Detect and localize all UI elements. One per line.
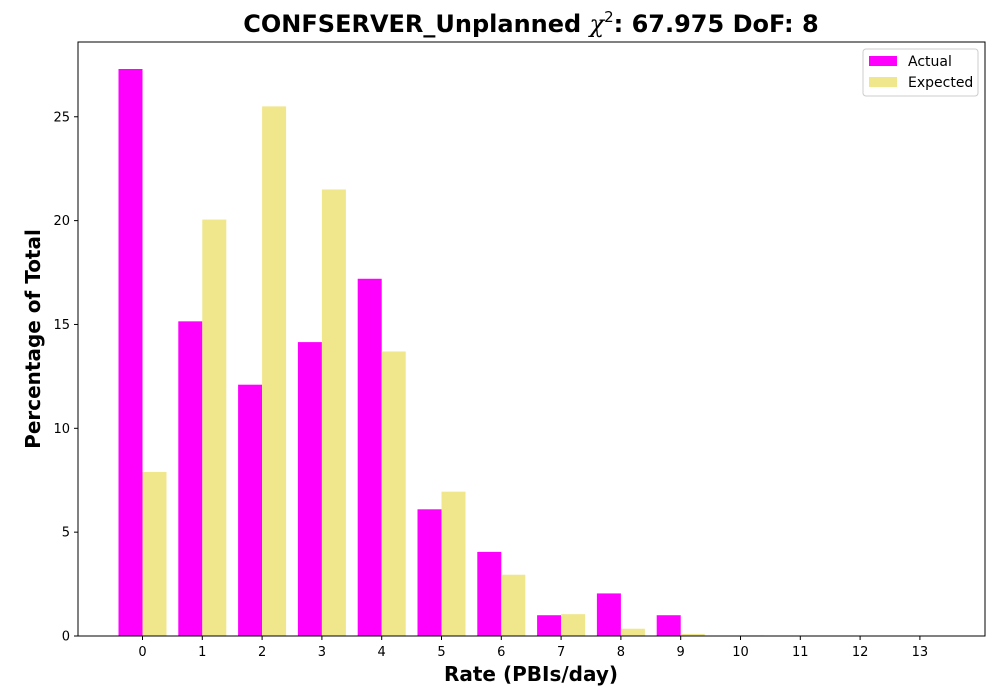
bar-actual-4 bbox=[357, 278, 382, 636]
legend: Actual Expected bbox=[862, 48, 979, 97]
y-axis-label: Percentage of Total bbox=[21, 229, 45, 449]
title-prefix: CONFSERVER_Unplanned bbox=[243, 10, 589, 38]
x-tick-label: 4 bbox=[378, 645, 386, 660]
x-tick-label: 11 bbox=[792, 645, 809, 660]
legend-label-actual: Actual bbox=[908, 54, 952, 70]
bars-layer bbox=[118, 69, 765, 637]
chart-title: CONFSERVER_Unplanned χ2: 67.975 DoF: 8 bbox=[243, 8, 818, 38]
y-tick-label: 20 bbox=[53, 214, 70, 229]
y-tick-label: 15 bbox=[53, 318, 70, 333]
y-tick-label: 0 bbox=[62, 630, 70, 645]
bar-expected-0 bbox=[142, 471, 167, 636]
bar-actual-9 bbox=[656, 615, 681, 636]
x-tick-label: 7 bbox=[557, 645, 565, 660]
x-tick-label: 3 bbox=[318, 645, 326, 660]
y-tick-label: 10 bbox=[53, 422, 70, 437]
x-axis-label: Rate (PBIs/day) bbox=[444, 662, 618, 686]
legend-swatch-expected bbox=[869, 77, 897, 87]
y-axis-ticks: 0 5 10 15 20 25 bbox=[53, 110, 78, 645]
x-axis-ticks: 0 1 2 3 4 5 6 7 8 9 10 11 12 13 bbox=[138, 636, 928, 660]
bar-expected-8 bbox=[620, 628, 645, 636]
x-tick-label: 6 bbox=[497, 645, 505, 660]
x-tick-label: 2 bbox=[258, 645, 266, 660]
legend-label-expected: Expected bbox=[908, 75, 973, 91]
bar-expected-2 bbox=[262, 106, 287, 636]
bar-actual-1 bbox=[178, 321, 203, 636]
bar-expected-4 bbox=[381, 351, 406, 636]
x-tick-label: 12 bbox=[852, 645, 869, 660]
title-suffix: : 67.975 DoF: 8 bbox=[614, 10, 819, 38]
bar-expected-6 bbox=[501, 574, 526, 636]
bar-expected-5 bbox=[441, 491, 466, 636]
y-tick-label: 5 bbox=[62, 526, 70, 541]
bar-expected-3 bbox=[321, 189, 346, 636]
bar-actual-8 bbox=[596, 593, 621, 636]
x-tick-label: 13 bbox=[912, 645, 929, 660]
x-tick-label: 10 bbox=[732, 645, 749, 660]
bar-actual-7 bbox=[537, 615, 562, 636]
bar-actual-5 bbox=[417, 509, 442, 636]
bar-actual-2 bbox=[238, 384, 263, 636]
y-tick-label: 25 bbox=[53, 110, 70, 125]
bar-actual-3 bbox=[297, 342, 322, 636]
plot-frame bbox=[77, 41, 986, 637]
x-tick-label: 0 bbox=[138, 645, 146, 660]
x-tick-label: 1 bbox=[198, 645, 206, 660]
x-tick-label: 9 bbox=[677, 645, 685, 660]
bar-actual-0 bbox=[118, 69, 143, 636]
x-tick-label: 5 bbox=[437, 645, 445, 660]
title-superscript: 2 bbox=[604, 8, 614, 26]
legend-swatch-actual bbox=[869, 56, 897, 66]
bar-actual-6 bbox=[477, 551, 502, 636]
x-tick-label: 8 bbox=[617, 645, 625, 660]
bar-expected-1 bbox=[202, 219, 227, 637]
bar-expected-9 bbox=[680, 633, 705, 636]
title-chi-symbol: χ bbox=[588, 10, 606, 38]
bar-expected-7 bbox=[561, 614, 586, 636]
